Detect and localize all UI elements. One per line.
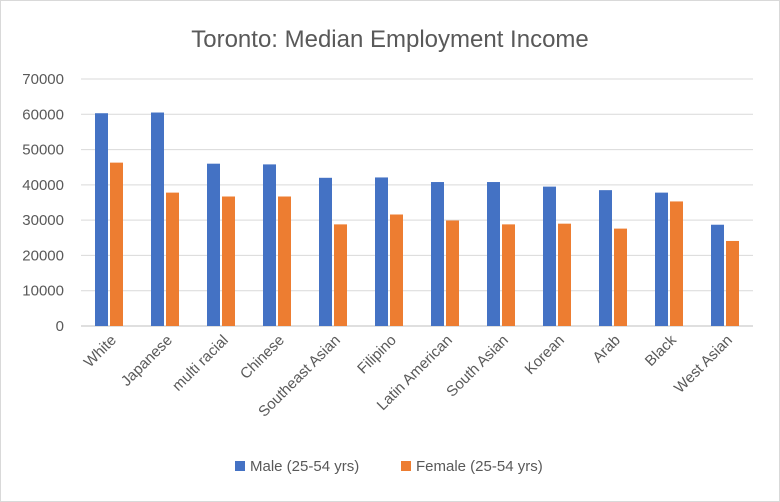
bars <box>95 112 739 327</box>
bar-male <box>431 182 444 326</box>
bar-female <box>222 196 235 326</box>
y-tick-label: 0 <box>56 318 64 335</box>
x-tick-label: Korean <box>522 332 568 378</box>
x-tick-label: White <box>81 332 120 371</box>
legend-swatch <box>401 461 411 471</box>
x-tick-label: Black <box>642 331 680 369</box>
bar-female <box>278 196 291 326</box>
y-tick-label: 50000 <box>22 142 64 159</box>
bar-male <box>207 163 220 326</box>
gridlines <box>81 78 753 327</box>
x-tick-label: Chinese <box>237 332 288 383</box>
bar-male <box>151 112 164 327</box>
y-axis-ticks: 0 10000 20000 30000 40000 50000 60000 70000 <box>22 71 64 335</box>
bar-male <box>375 177 388 326</box>
y-tick-label: 70000 <box>22 71 64 88</box>
x-tick-label: multi racial <box>169 332 232 395</box>
legend-label: Female (25-54 yrs) <box>416 458 543 475</box>
legend-swatch <box>235 461 245 471</box>
bar-female <box>502 224 515 326</box>
y-tick-label: 10000 <box>22 283 64 300</box>
bar-female <box>614 228 627 326</box>
y-tick-label: 60000 <box>22 106 64 123</box>
y-tick-label: 40000 <box>22 177 64 194</box>
y-tick-label: 20000 <box>22 247 64 264</box>
bar-male <box>655 192 668 326</box>
bar-female <box>110 162 123 326</box>
bar-male <box>263 164 276 326</box>
bar-male <box>711 224 724 326</box>
legend-label: Male (25-54 yrs) <box>250 458 359 475</box>
x-tick-label: West Asian <box>671 332 736 397</box>
bar-female <box>446 220 459 326</box>
x-tick-label: Japanese <box>118 332 176 390</box>
bar-female <box>334 224 347 326</box>
bar-female <box>558 223 571 326</box>
bar-female <box>670 201 683 326</box>
legend: Male (25-54 yrs) Female (25-54 yrs) <box>235 458 543 475</box>
bar-male <box>487 182 500 326</box>
bar-female <box>166 192 179 326</box>
bar-female <box>390 214 403 326</box>
x-tick-label: Arab <box>589 332 623 366</box>
bar-male <box>319 177 332 326</box>
x-tick-label: Filipino <box>354 332 400 378</box>
chart-title: Toronto: Median Employment Income <box>191 26 589 53</box>
bar-male <box>543 186 556 326</box>
bar-male <box>599 190 612 326</box>
bar-male <box>95 113 108 326</box>
y-tick-label: 30000 <box>22 212 64 229</box>
bar-female <box>726 240 739 326</box>
